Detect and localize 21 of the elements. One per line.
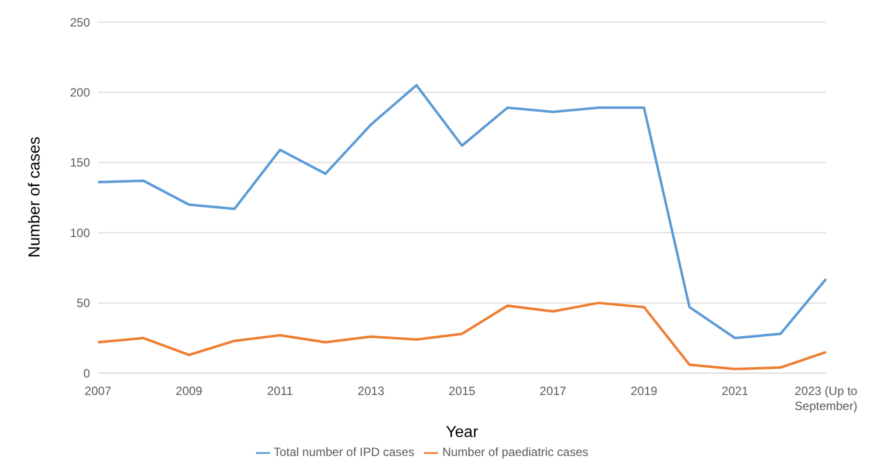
x-tick-label: 2015 — [448, 384, 476, 398]
y-tick-label: 50 — [76, 296, 90, 310]
y-tick-label: 150 — [70, 156, 90, 170]
y-tick-label: 0 — [83, 366, 90, 380]
x-tick-label: 2017 — [540, 384, 567, 398]
x-axis-title: Year — [446, 424, 479, 442]
y-axis-title: Number of cases — [26, 136, 44, 258]
line-series — [96, 84, 828, 340]
legend-label: Total number of IPD cases — [274, 445, 414, 460]
x-tick-label: 2011 — [267, 384, 294, 398]
y-tick-label: 250 — [70, 15, 90, 30]
x-tick-label: 2009 — [176, 384, 203, 398]
y-tick-label: 200 — [70, 85, 90, 100]
line-series — [96, 302, 828, 370]
x-tick-label: 2019 — [630, 384, 658, 398]
x-tick-label: 2023 (Up to September) — [794, 384, 858, 414]
legend-label: Number of paediatric cases — [442, 445, 588, 460]
x-tick-label: 2007 — [84, 384, 112, 398]
x-tick-label: 2021 — [722, 384, 749, 398]
x-tick-label: 2013 — [358, 384, 385, 398]
y-tick-label: 100 — [70, 226, 90, 240]
